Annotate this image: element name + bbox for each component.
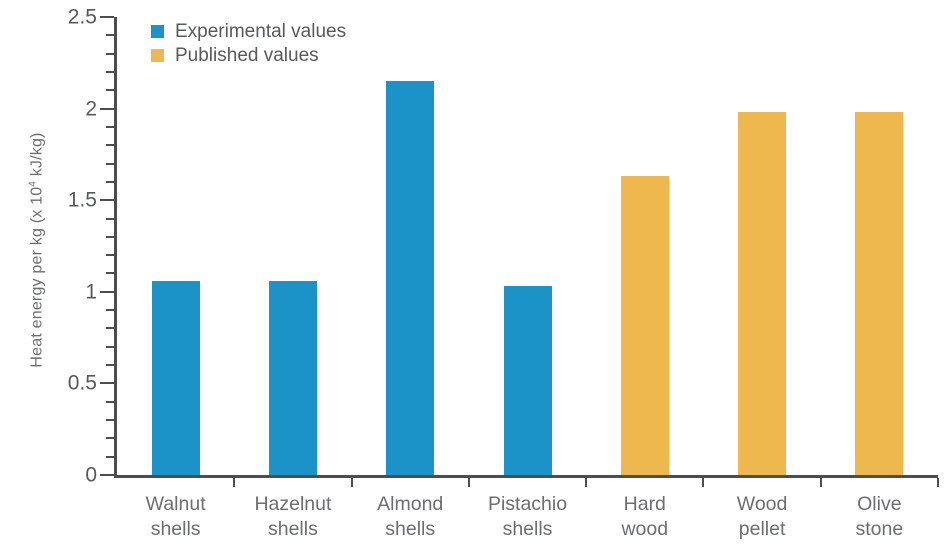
- y-major-tick-0.0: [100, 474, 114, 476]
- y-major-tick-2.0: [100, 107, 114, 110]
- bar-hard-wood: [620, 176, 669, 475]
- x-axis-tick-7: [937, 478, 939, 487]
- y-minor-tick-0.8: [106, 327, 114, 330]
- y-tick-label-0.5: 0.5: [67, 371, 97, 395]
- category-label-wood-pellet: Wood pellet: [736, 493, 788, 540]
- x-axis-tick-4: [585, 478, 588, 487]
- y-minor-tick-2.3: [106, 52, 114, 55]
- x-axis-line: [114, 475, 938, 478]
- y-minor-tick-1.9: [106, 125, 114, 128]
- y-tick-label-1: 1: [85, 280, 97, 304]
- y-major-tick-1.5: [100, 199, 114, 202]
- y-minor-tick-1.4: [106, 217, 114, 220]
- published-values-swatch: [151, 48, 164, 62]
- bar-pistachio-shells: [503, 286, 552, 475]
- y-major-tick-0.5: [100, 382, 114, 385]
- y-tick-label-2: 2: [85, 97, 97, 121]
- y-minor-tick-0.7: [106, 345, 114, 348]
- bar-wood-pellet: [738, 112, 787, 475]
- category-label-walnut-shells: Walnut shells: [145, 493, 206, 540]
- y-tick-label-0: 0: [85, 463, 97, 487]
- category-label-hard-wood: Hard wood: [621, 493, 669, 540]
- y-minor-tick-0.2: [106, 437, 114, 440]
- y-tick-label-2.5: 2.5: [67, 5, 97, 29]
- legend-item-published: Published values: [151, 43, 346, 67]
- y-minor-tick-2.2: [106, 70, 114, 73]
- x-axis-tick-3: [467, 478, 470, 487]
- bar-walnut-shells: [151, 280, 200, 475]
- y-minor-tick-0.6: [106, 364, 114, 367]
- y-minor-tick-1.3: [106, 235, 114, 238]
- y-axis-line: [114, 17, 117, 478]
- y-minor-tick-1.6: [106, 180, 114, 183]
- x-axis-tick-2: [350, 478, 353, 487]
- y-axis-title-superscript: 4: [27, 180, 39, 187]
- x-axis-tick-6: [819, 478, 822, 487]
- y-minor-tick-1.1: [106, 272, 114, 275]
- y-minor-tick-1.7: [106, 162, 114, 165]
- y-tick-label-1.5: 1.5: [67, 188, 97, 212]
- y-minor-tick-2.1: [106, 89, 114, 92]
- experimental-values-swatch: [151, 24, 164, 38]
- y-minor-tick-2.4: [106, 34, 114, 37]
- bar-almond-shells: [386, 81, 435, 475]
- bar-hazelnut-shells: [268, 280, 317, 475]
- legend-label-experimental: Experimental values: [175, 20, 347, 42]
- category-label-olive-stone: Olive stone: [855, 493, 904, 540]
- category-label-pistachio-shells: Pistachio shells: [487, 493, 568, 540]
- x-axis-tick-1: [233, 478, 236, 487]
- category-label-hazelnut-shells: Hazelnut shells: [254, 493, 332, 540]
- y-minor-tick-1.8: [106, 144, 114, 147]
- legend: Experimental values Published values: [151, 19, 346, 67]
- y-axis-title-units: kJ/kg): [28, 132, 46, 181]
- legend-item-experimental: Experimental values: [151, 19, 346, 43]
- y-minor-tick-0.1: [106, 455, 114, 458]
- y-major-tick-2.5: [100, 16, 114, 18]
- y-minor-tick-0.3: [106, 419, 114, 422]
- y-minor-tick-0.9: [106, 309, 114, 312]
- y-minor-tick-1.2: [106, 254, 114, 257]
- legend-label-published: Published values: [175, 44, 319, 66]
- category-label-almond-shells: Almond shells: [377, 493, 444, 540]
- y-axis-title: Heat energy per kg (x 104 kJ/kg): [27, 132, 46, 367]
- plot-area: 0 0.5 1 1.5 2 2.5 Walnut shells Hazelnut shells Al…: [68, 7, 939, 540]
- y-major-tick-1.0: [100, 290, 114, 293]
- x-axis-tick-5: [702, 478, 705, 487]
- y-minor-tick-0.4: [106, 400, 114, 403]
- bar-olive-stone: [855, 112, 904, 475]
- y-axis-title-text: Heat energy per kg (x 10: [28, 186, 46, 368]
